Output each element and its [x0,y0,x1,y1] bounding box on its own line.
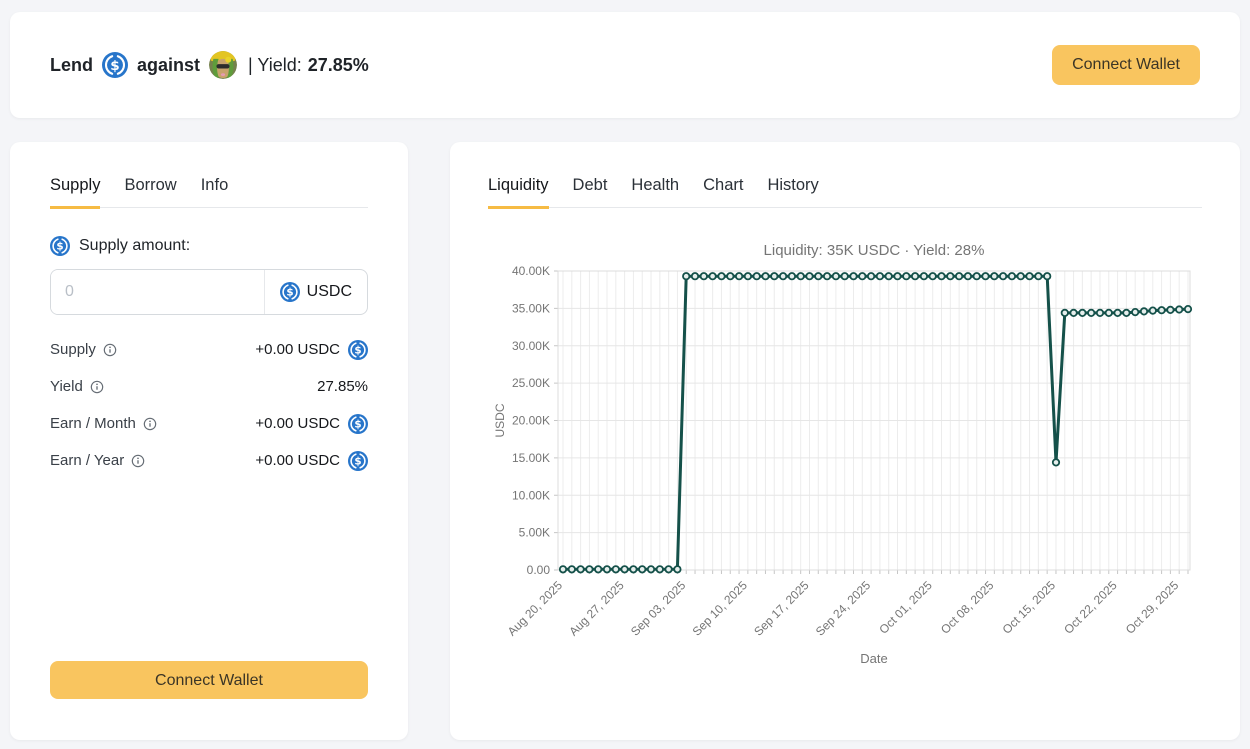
svg-text:$: $ [354,455,361,467]
currency-suffix: $ USDC [263,270,367,314]
svg-text:Liquidity: 35K USDC · Yield: 2: Liquidity: 35K USDC · Yield: 28% [764,242,985,259]
connect-wallet-button-panel[interactable]: Connect Wallet [50,661,368,699]
header-bar: Lend $ against | Yield: 27.85% [10,12,1240,118]
svg-text:USDC: USDC [493,403,507,437]
svg-text:35.00K: 35.00K [512,301,550,315]
lend-label: Lend [50,54,93,75]
svg-text:$: $ [56,241,63,253]
chart-panel: Liquidity Debt Health Chart History Liqu… [450,142,1240,740]
usdc-icon: $ [348,413,368,434]
supply-panel: Supply Borrow Info $ Supply amount: $ US… [10,142,408,740]
tab-liquidity[interactable]: Liquidity [488,176,549,209]
supply-panel-tabs: Supply Borrow Info [50,176,368,209]
chart-panel-tabs: Liquidity Debt Health Chart History [488,176,1202,209]
info-icon[interactable] [90,380,104,394]
svg-text:Sep 10, 2025: Sep 10, 2025 [690,578,751,639]
supply-amount-label: Supply amount: [79,237,191,254]
against-label: against [137,54,201,75]
stat-supply-label: Supply [50,341,96,358]
yield-label: | Yield: [248,54,302,75]
svg-text:Sep 24, 2025: Sep 24, 2025 [813,578,874,639]
stat-yield-value: 27.85% [317,378,368,395]
svg-text:0.00: 0.00 [527,563,551,577]
stat-row-earn-month: Earn / Month +0.00 USDC $ [50,405,368,442]
stat-earn-year-value: +0.00 USDC [255,452,340,469]
stat-row-earn-year: Earn / Year +0.00 USDC $ [50,442,368,479]
svg-text:$: $ [354,418,361,430]
svg-text:10.00K: 10.00K [512,488,550,502]
stat-supply-value: +0.00 USDC [255,341,340,358]
tab-history[interactable]: History [767,176,819,194]
svg-text:40.00K: 40.00K [512,264,550,278]
svg-text:Sep 17, 2025: Sep 17, 2025 [751,578,812,639]
stat-earn-month-value: +0.00 USDC [255,415,340,432]
svg-text:Oct 08, 2025: Oct 08, 2025 [938,578,997,637]
collateral-token-avatar [209,51,238,79]
tab-health[interactable]: Health [631,176,680,194]
tab-supply[interactable]: Supply [50,176,101,209]
supply-amount-label-row: $ Supply amount: [50,236,368,256]
svg-text:Oct 29, 2025: Oct 29, 2025 [1123,578,1182,637]
info-icon[interactable] [103,343,117,357]
stat-earn-year-label: Earn / Year [50,452,125,469]
stat-yield-label: Yield [50,378,83,395]
supply-stats: Supply +0.00 USDC $ Yield 27.85% Earn / … [50,331,368,479]
supply-amount-input-group: $ USDC [50,269,368,315]
usdc-icon: $ [348,450,368,471]
tab-info[interactable]: Info [200,176,229,194]
currency-label: USDC [306,283,352,300]
svg-text:30.00K: 30.00K [512,339,550,353]
svg-text:Aug 20, 2025: Aug 20, 2025 [505,578,566,639]
svg-text:$: $ [110,58,119,74]
yield-summary: | Yield: 27.85% [248,55,369,76]
svg-text:$: $ [354,344,361,356]
svg-text:25.00K: 25.00K [512,376,550,390]
tab-borrow[interactable]: Borrow [124,176,177,194]
stat-row-yield: Yield 27.85% [50,368,368,405]
svg-text:Oct 01, 2025: Oct 01, 2025 [876,578,935,637]
usdc-icon: $ [348,339,368,360]
connect-wallet-button-header[interactable]: Connect Wallet [1052,45,1200,85]
svg-text:Oct 15, 2025: Oct 15, 2025 [1000,578,1059,637]
liquidity-chart: Liquidity: 35K USDC · Yield: 28% 0.00 5.00… [488,235,1203,705]
tab-debt[interactable]: Debt [572,176,608,194]
usdc-icon: $ [279,282,300,302]
svg-text:20.00K: 20.00K [512,414,550,428]
svg-text:Sep 03, 2025: Sep 03, 2025 [628,578,689,639]
usdc-icon: $ [50,236,70,256]
svg-text:Aug 27, 2025: Aug 27, 2025 [566,578,627,639]
market-summary: Lend $ against | Yield: 27.85% [50,51,369,79]
svg-text:5.00K: 5.00K [519,526,550,540]
svg-text:$: $ [286,287,293,299]
stat-earn-month-label: Earn / Month [50,415,136,432]
svg-text:15.00K: 15.00K [512,451,550,465]
stat-row-supply: Supply +0.00 USDC $ [50,331,368,368]
yield-value: 27.85% [307,54,369,75]
info-icon[interactable] [131,454,145,468]
svg-text:Date: Date [860,651,887,666]
info-icon[interactable] [143,417,157,431]
supply-amount-input[interactable] [51,270,264,314]
svg-text:Oct 22, 2025: Oct 22, 2025 [1061,578,1120,637]
usdc-icon: $ [102,52,128,78]
tab-chart[interactable]: Chart [703,176,744,194]
